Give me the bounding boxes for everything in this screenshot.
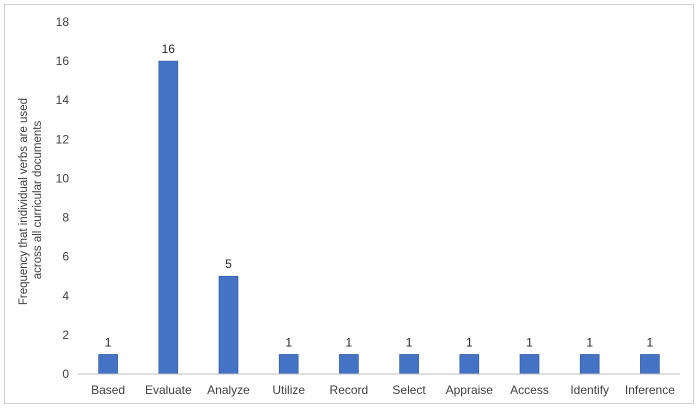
bars xyxy=(98,60,660,375)
y-tick-label: 0 xyxy=(62,367,69,381)
data-label: 1 xyxy=(586,335,593,349)
bar xyxy=(459,354,480,375)
data-label: 1 xyxy=(466,335,473,349)
data-label: 1 xyxy=(346,335,353,349)
bar xyxy=(399,354,419,375)
x-axis-categories: Based Evaluate Analyze Utilize Record Select A… xyxy=(91,383,675,397)
data-label: 1 xyxy=(526,335,533,349)
y-tick-label: 6 xyxy=(62,250,69,264)
x-category-label: Record xyxy=(330,383,369,397)
y-tick-label: 14 xyxy=(56,93,70,107)
bar xyxy=(278,354,299,375)
data-label: 5 xyxy=(225,257,232,271)
y-axis-title-line-2: across all curricular documents xyxy=(32,121,44,280)
x-category-label: Evaluate xyxy=(145,383,192,397)
bar xyxy=(218,275,239,375)
data-label: 1 xyxy=(647,335,654,349)
data-labels: 1 16 5 1 1 1 1 1 1 1 xyxy=(105,42,654,349)
y-tick-label: 16 xyxy=(56,54,70,68)
x-category-label: Select xyxy=(392,383,426,397)
y-axis-title-line-1: Frequency that individual verbs are used xyxy=(18,98,30,305)
bar xyxy=(519,354,540,375)
y-tick-label: 4 xyxy=(62,289,69,303)
x-category-label: Inference xyxy=(625,383,675,397)
x-category-label: Access xyxy=(510,383,549,397)
data-label: 1 xyxy=(105,335,112,349)
x-category-label: Based xyxy=(91,383,125,397)
data-label: 1 xyxy=(285,335,292,349)
bar xyxy=(98,354,118,375)
chart-frame xyxy=(4,4,694,404)
x-category-label: Appraise xyxy=(446,383,494,397)
x-category-label: Analyze xyxy=(207,383,250,397)
x-category-label: Utilize xyxy=(272,383,305,397)
y-tick-label: 18 xyxy=(56,15,70,29)
data-label: 1 xyxy=(406,335,413,349)
y-tick-label: 8 xyxy=(62,211,69,225)
y-axis-ticks: 0 2 4 6 8 10 12 14 16 18 xyxy=(56,15,70,381)
bar xyxy=(640,354,660,375)
y-axis-title: Frequency that individual verbs are used… xyxy=(18,95,44,305)
y-tick-label: 10 xyxy=(56,171,70,185)
data-label: 16 xyxy=(162,42,176,56)
bar xyxy=(339,354,359,375)
y-tick-label: 12 xyxy=(56,132,70,146)
y-tick-label: 2 xyxy=(62,328,69,342)
x-category-label: Identify xyxy=(570,383,609,397)
bar xyxy=(158,60,179,375)
bar xyxy=(579,354,600,375)
